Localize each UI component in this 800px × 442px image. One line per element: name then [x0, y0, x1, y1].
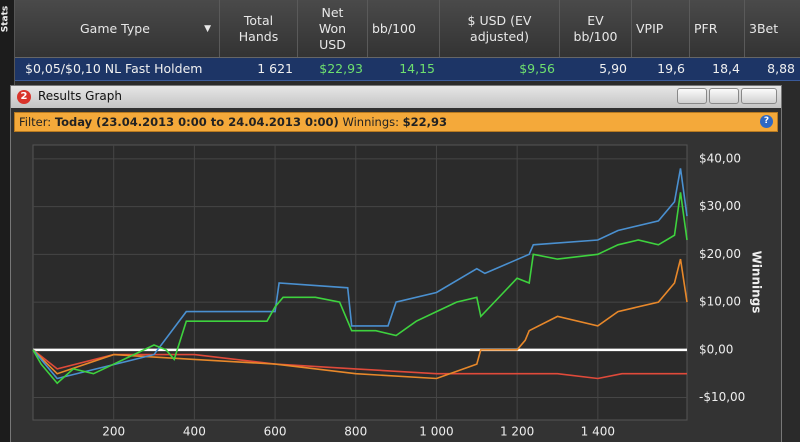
y-tick-label: -$10,00 — [699, 390, 745, 404]
x-tick-label: 400 — [183, 425, 206, 439]
plot-area — [32, 144, 688, 421]
help-icon[interactable]: ? — [760, 115, 773, 128]
x-tick-label: 1 200 — [500, 425, 534, 439]
y-tick-label: $30,00 — [699, 199, 741, 213]
header-cell[interactable]: $ USD (EV adjusted) — [440, 0, 560, 57]
cell: 14,15 — [399, 61, 435, 76]
filter-bar: Filter: Today (23.04.2013 0:00 to 24.04.… — [14, 112, 778, 132]
cell: 5,90 — [599, 61, 627, 76]
minimize-button[interactable] — [677, 88, 707, 104]
window-title: Results Graph — [38, 89, 122, 103]
y-tick-label: $0,00 — [699, 342, 733, 356]
cell: 18,4 — [712, 61, 740, 76]
cell: $22,93 — [319, 61, 363, 76]
results-window: 2 Results Graph Filter: Today (23.04.201… — [10, 85, 782, 442]
header-cell[interactable]: bb/100 — [368, 0, 440, 57]
x-tick-label: 200 — [102, 425, 125, 439]
cell: $0,05/$0,10 NL Fast Holdem — [25, 61, 203, 76]
series-line — [32, 168, 688, 380]
header-cell[interactable]: VPIP — [632, 0, 690, 57]
filter-label: Filter: — [19, 115, 52, 129]
table-row[interactable]: $0,05/$0,10 NL Fast Holdem 1 621 $22,93 … — [15, 58, 800, 81]
x-tick-label: 1 400 — [581, 425, 615, 439]
close-button[interactable] — [741, 88, 777, 104]
winnings-value: $22,93 — [402, 115, 448, 129]
cell: $9,56 — [519, 61, 555, 76]
header-cell[interactable]: PFR — [690, 0, 745, 57]
results-graph: 200 400 600 800 1 000 1 200 1 400 $40,00 $30,00 $… — [11, 132, 781, 442]
y-tick-label: $10,00 — [699, 295, 741, 309]
x-tick-label: 800 — [344, 425, 367, 439]
cell: 19,6 — [657, 61, 685, 76]
x-tick-label: 1 000 — [419, 425, 453, 439]
header-cell[interactable]: EV bb/100 — [560, 0, 632, 57]
header-cell[interactable]: Total Hands — [220, 0, 298, 57]
x-tick-label: 600 — [264, 425, 287, 439]
dropdown-arrow[interactable]: ▼ — [204, 23, 211, 34]
badge: 2 — [17, 90, 31, 104]
y-tick-label: $20,00 — [699, 247, 741, 261]
table-header: Game Type ▼ Total Hands Net Won USD bb/10… — [15, 0, 800, 58]
filter-range: Today (23.04.2013 0:00 to 24.04.2013 0:0… — [54, 115, 339, 129]
maximize-button[interactable] — [709, 88, 739, 104]
cell: 1 621 — [257, 61, 293, 76]
header-text: Game Type — [80, 20, 150, 36]
series-line — [32, 192, 688, 385]
header-cell[interactable]: Net Won USD — [298, 0, 368, 57]
header-cell[interactable]: Game Type ▼ — [15, 0, 220, 57]
series-line — [32, 258, 688, 380]
y-tick-label: $40,00 — [699, 151, 741, 165]
winnings-label: Winnings: — [342, 115, 400, 129]
y-axis-label: Winnings — [750, 251, 764, 314]
header-cell[interactable]: 3Bet — [749, 20, 779, 36]
cell: 8,88 — [767, 61, 795, 76]
sidebar-label: Stats — [0, 5, 11, 33]
title-bar[interactable]: 2 Results Graph — [11, 86, 781, 108]
